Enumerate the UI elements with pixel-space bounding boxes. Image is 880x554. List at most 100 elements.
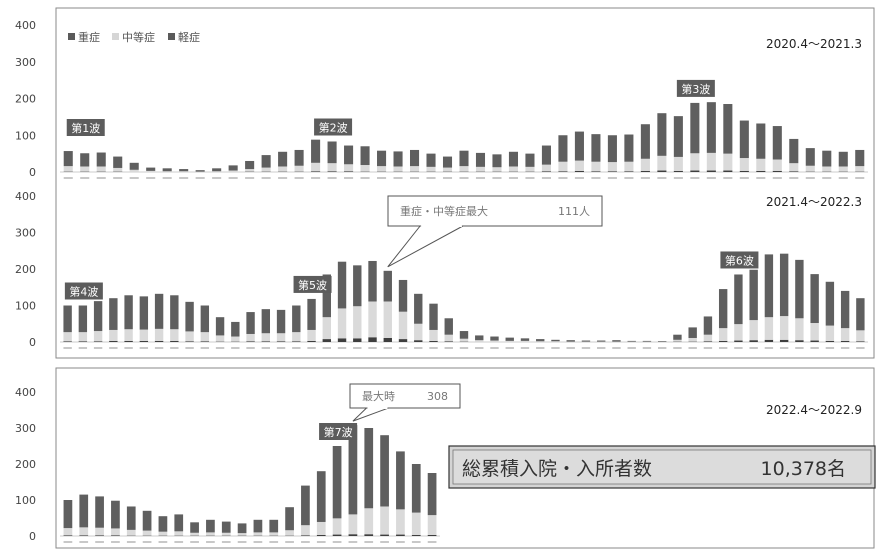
x-tick-mark [410,177,419,179]
x-tick-mark [810,347,818,349]
bar-group [399,280,407,342]
bar-group [79,495,88,536]
x-tick-mark [525,177,534,179]
bar-moderate [64,166,73,172]
x-tick-mark [155,347,163,349]
bar-severe [277,341,285,342]
bar-moderate [364,508,373,534]
x-tick-mark [368,347,376,349]
bar-moderate [460,339,468,342]
x-tick-mark [443,177,452,179]
x-tick-mark [349,541,358,543]
bar-group [127,506,136,536]
bar-moderate [749,320,757,340]
bar-moderate [490,341,498,342]
bar-moderate [212,171,221,172]
bar-severe [380,535,389,536]
bar-group [179,169,188,172]
bar-group [63,306,71,343]
bar-moderate [856,330,864,341]
x-tick-mark [426,177,435,179]
bar-group [490,337,498,342]
x-tick-mark [445,347,453,349]
bar-group [445,318,453,342]
bar-severe [79,535,88,536]
bar-group [113,157,122,172]
x-tick-mark [380,541,389,543]
bar-severe [414,340,422,342]
bar-moderate [575,161,584,171]
wave-label-text: 第7波 [324,425,353,439]
bar-mild [688,327,696,338]
x-tick-mark [567,347,575,349]
bar-moderate [773,160,782,171]
bar-moderate [591,162,600,172]
summary-box: 総累積入院・入所者数 10,378名 [449,446,875,488]
x-tick-mark [624,177,633,179]
y-tick-label: 200 [15,93,36,106]
bar-group [509,152,518,172]
bar-group [80,153,89,172]
bar-group [262,155,271,172]
bar-group [459,151,468,172]
x-tick-mark [79,541,88,543]
bar-moderate [190,533,199,536]
bar-moderate [765,317,773,340]
bar-mild [525,154,534,167]
bar-mild [109,298,117,330]
bar-mild [612,340,620,341]
summary-value: 10,378名 [761,458,846,480]
bar-mild [190,522,199,532]
bar-mild [95,496,104,527]
y-tick-label: 400 [15,19,36,32]
bar-group [140,296,148,342]
bar-severe [333,535,342,536]
bar-moderate [79,527,88,535]
bar-group [719,289,727,342]
bar-moderate [521,341,529,342]
wave-label: 第3波 [677,80,715,97]
bar-group [333,446,342,536]
bar-moderate [740,158,749,171]
x-tick-mark [64,541,73,543]
bar-mild [94,301,102,331]
bar-severe [292,341,300,342]
bar-mild [79,306,87,333]
bar-severe [79,341,87,342]
bar-severe [704,341,712,342]
bar-mild [657,113,666,156]
bar-moderate [246,334,254,341]
bar-mild [856,298,864,330]
x-tick-mark [394,177,403,179]
bar-group [597,341,605,342]
bar-mild [196,170,205,171]
bar-mild [575,132,584,161]
bar-moderate [475,340,483,342]
bar-group [361,146,370,172]
bar-severe [723,171,732,172]
bar-mild [690,103,699,153]
callout-label: 重症・中等症最大 [400,204,488,218]
bar-mild [558,135,567,161]
bar-moderate [349,514,358,534]
bar-mild [810,274,818,323]
bar-mild [216,317,224,335]
x-tick-mark [490,347,498,349]
bar-moderate [688,338,696,342]
bar-mild [542,146,551,165]
bar-severe [94,341,102,342]
bar-mild [445,318,453,334]
y-tick-label: 400 [15,386,36,399]
bar-mild [338,262,346,309]
bar-mild [509,152,518,167]
x-tick-mark [63,347,71,349]
bar-moderate [704,335,712,342]
bar-mild [380,435,389,506]
bar-mild [410,150,419,166]
bar-mild [412,464,421,513]
bar-group [673,335,681,342]
bar-severe [155,341,163,342]
y-tick-label: 200 [15,458,36,471]
x-tick-mark [95,541,104,543]
bar-group [643,341,651,342]
